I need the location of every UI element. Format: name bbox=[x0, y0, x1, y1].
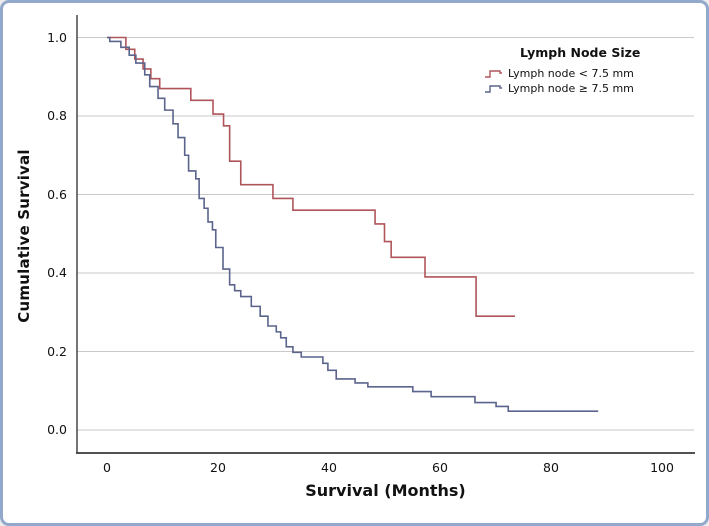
y-axis-title: Cumulative Survival bbox=[15, 149, 33, 323]
x-tick-label: 60 bbox=[432, 460, 448, 475]
legend-item-label: Lymph node < 7.5 mm bbox=[508, 67, 634, 80]
y-tick-label: 0.0 bbox=[47, 422, 67, 437]
survival-curve-lt-7-5mm bbox=[107, 36, 515, 317]
legend-key-step-icon bbox=[485, 84, 502, 93]
legend-item-label: Lymph node ≥ 7.5 mm bbox=[508, 82, 634, 95]
x-axis-title: Survival (Months) bbox=[305, 481, 466, 500]
x-tick-label: 20 bbox=[210, 460, 226, 475]
y-tick-label: 0.4 bbox=[47, 265, 67, 280]
x-tick-label: 80 bbox=[543, 460, 559, 475]
y-tick-label: 1.0 bbox=[47, 29, 67, 45]
x-tick-label: 0 bbox=[103, 460, 111, 475]
y-tick-label: 0.2 bbox=[47, 343, 67, 359]
legend-title: Lymph Node Size bbox=[520, 45, 641, 60]
y-tick-label: 0.6 bbox=[47, 186, 67, 202]
legend-item-lt-7-5mm: Lymph node < 7.5 mm bbox=[484, 66, 640, 81]
x-tick-label: 40 bbox=[321, 460, 337, 475]
legend-key-step-icon bbox=[485, 69, 502, 78]
x-tick-label: 100 bbox=[650, 460, 674, 475]
legend-item-ge-7-5mm: Lymph node ≥ 7.5 mm bbox=[484, 81, 640, 96]
y-tick-label: 0.8 bbox=[47, 108, 67, 123]
survival-curve-ge-7-5mm bbox=[107, 36, 599, 412]
legend: Lymph Node Size Lymph node < 7.5 mm Lymp… bbox=[484, 45, 640, 96]
plot-area bbox=[76, 15, 695, 454]
